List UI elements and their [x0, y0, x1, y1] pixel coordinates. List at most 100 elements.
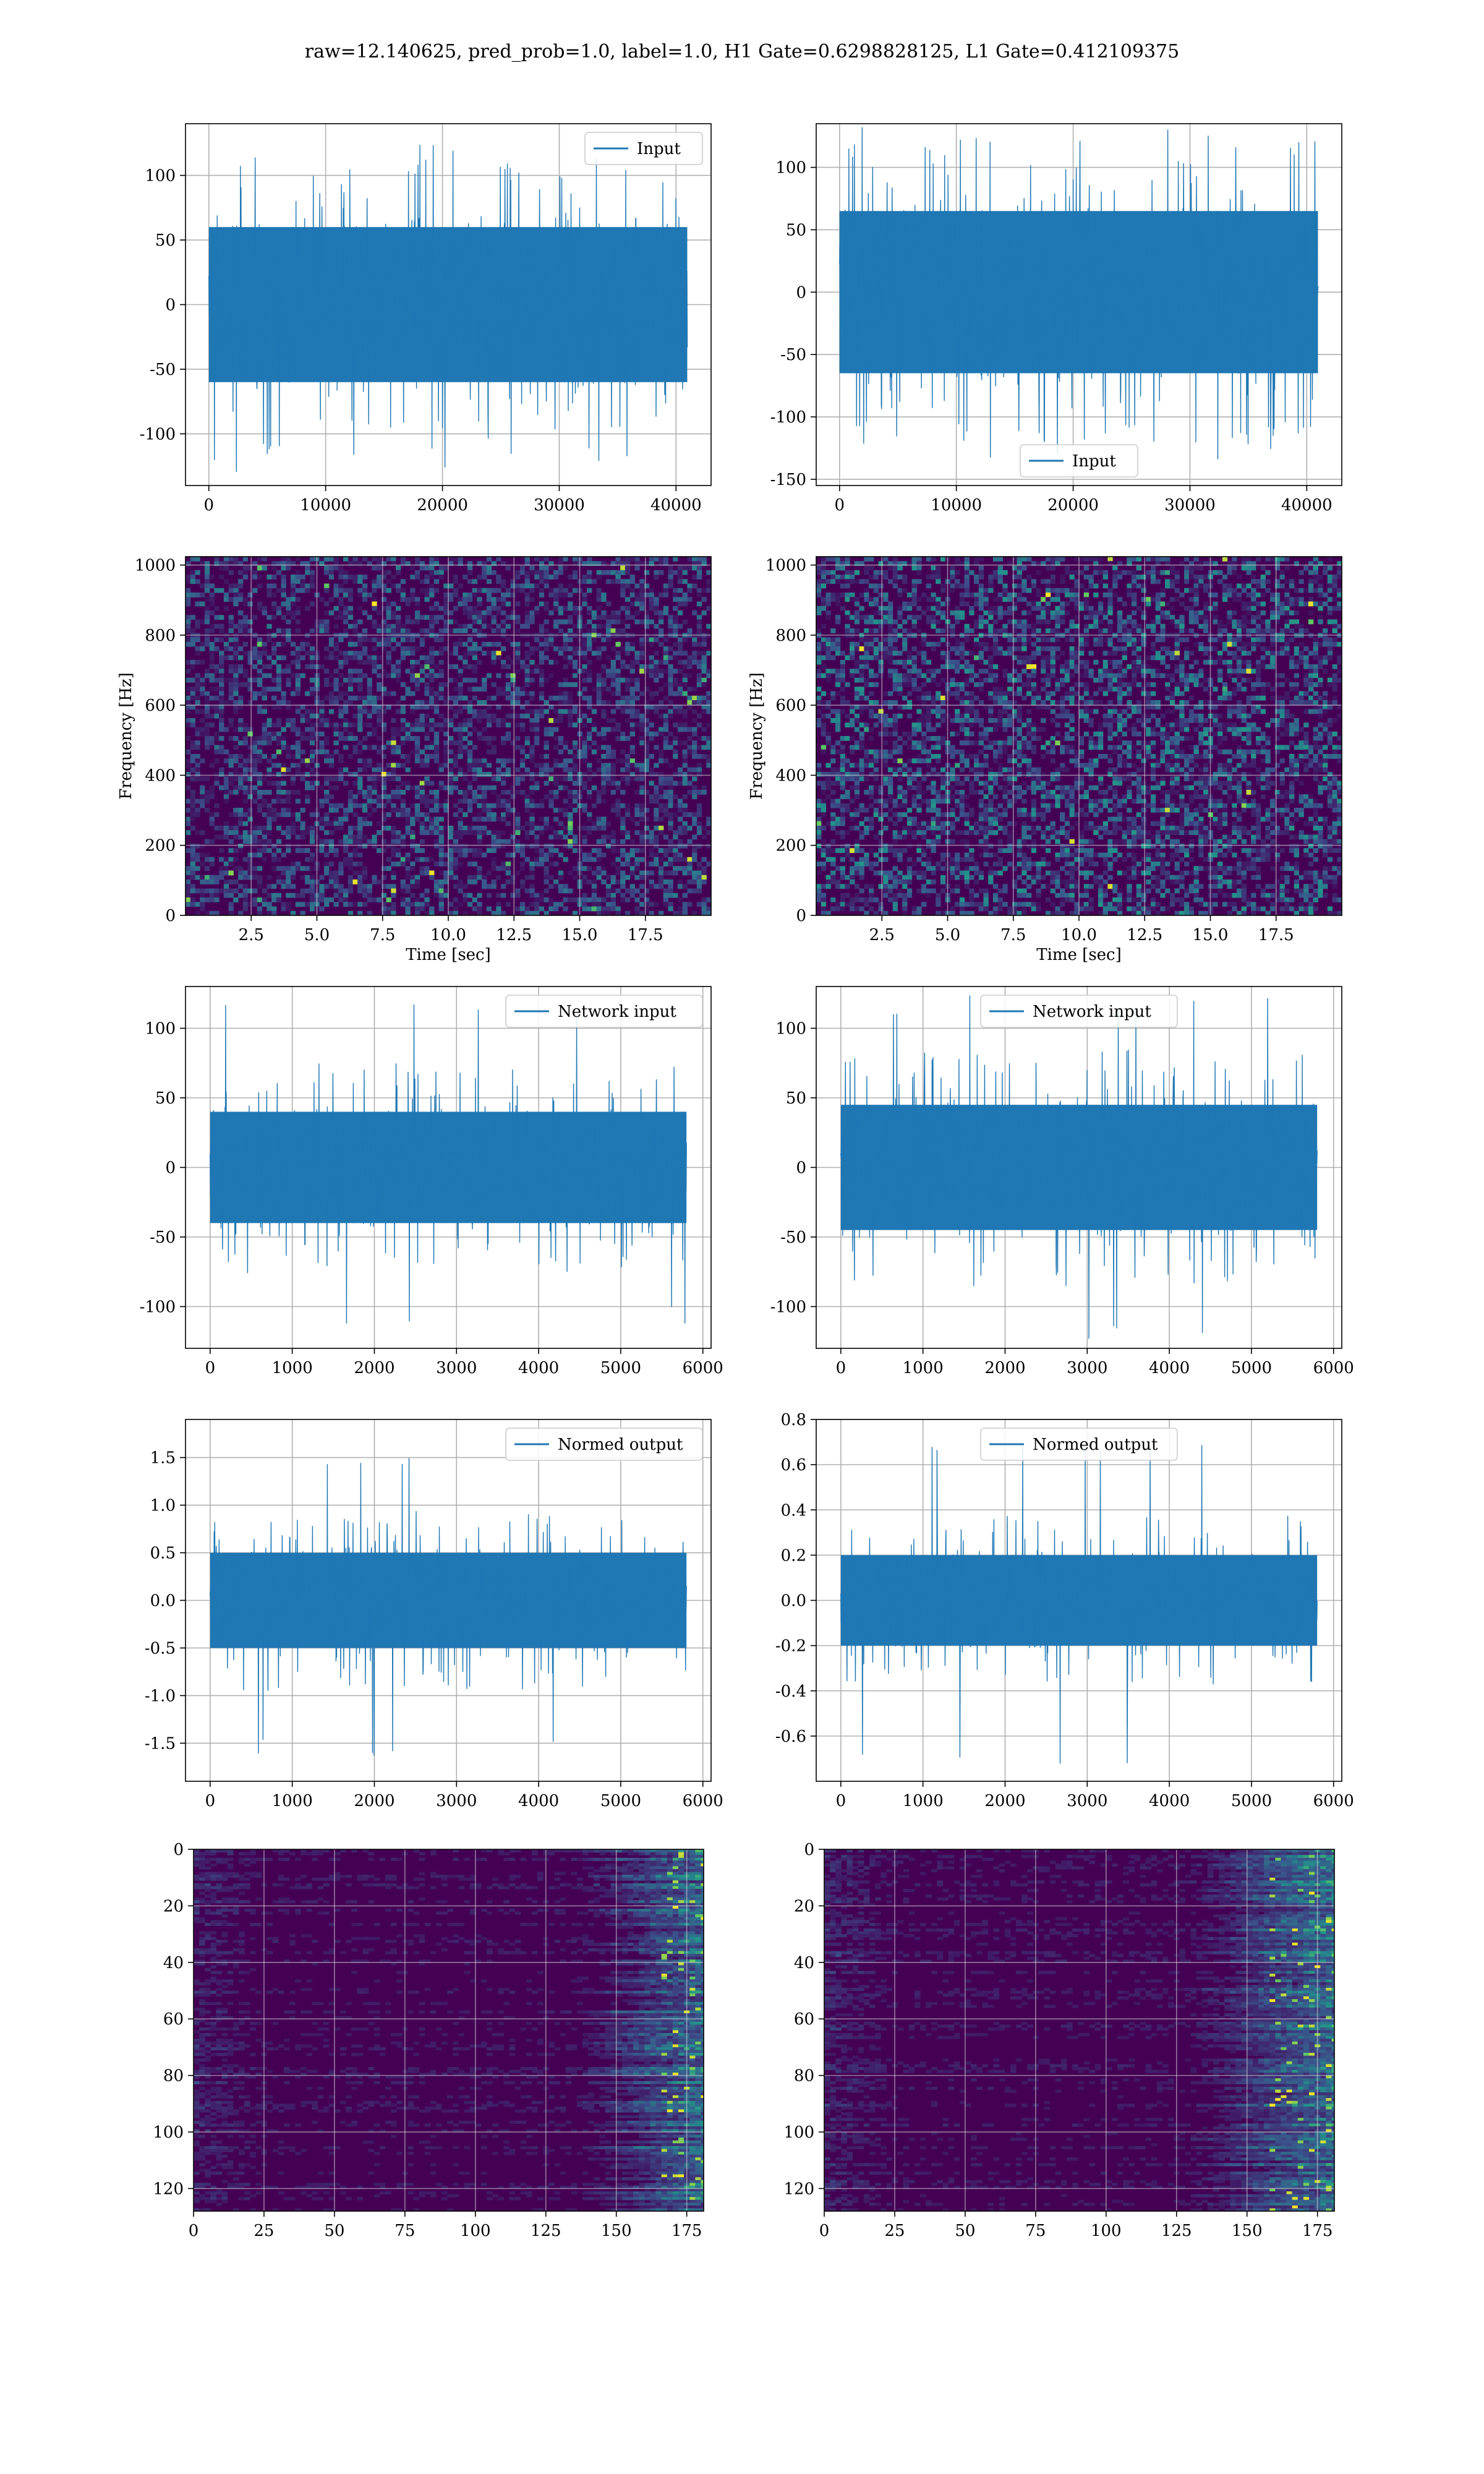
heatmap-cell — [610, 610, 616, 615]
heatmap-cell — [438, 767, 444, 773]
heatmap-cell — [615, 839, 621, 844]
heatmap-cell — [209, 601, 215, 607]
heatmap-cell — [419, 669, 425, 674]
heatmap-cell — [186, 687, 191, 692]
heatmap-cell — [524, 561, 530, 567]
heatmap-cell — [357, 659, 363, 665]
heatmap-cell — [214, 731, 220, 737]
heatmap-cell — [324, 758, 330, 764]
heatmap-cell — [214, 713, 220, 719]
heatmap-cell — [668, 687, 673, 692]
heatmap-cell — [386, 628, 391, 633]
heatmap-cell — [625, 664, 631, 669]
heatmap-cell — [200, 880, 205, 884]
heatmap-cell — [214, 677, 220, 683]
x-tick-label: 20000 — [417, 496, 468, 515]
heatmap-cell — [204, 790, 210, 795]
heatmap-cell — [558, 776, 564, 782]
heatmap-cell — [328, 758, 335, 764]
heatmap-cell — [582, 597, 587, 602]
heatmap-cell — [267, 906, 272, 912]
heatmap-cell — [319, 875, 325, 880]
heatmap-cell — [544, 772, 549, 777]
heatmap-cell — [438, 785, 444, 790]
heatmap-cell — [219, 673, 224, 678]
heatmap-cell — [271, 892, 277, 898]
heatmap-cell — [539, 857, 545, 862]
heatmap-cell — [352, 628, 358, 633]
heatmap-cell — [433, 754, 440, 759]
heatmap-cell — [281, 880, 286, 884]
heatmap-cell — [381, 722, 387, 728]
heatmap-cell — [825, 785, 831, 790]
heatmap-cell — [563, 641, 568, 647]
heatmap-cell — [400, 839, 406, 844]
heatmap-cell — [696, 575, 702, 580]
heatmap-cell — [663, 902, 669, 907]
y-tick-label: 800 — [145, 627, 176, 645]
heatmap-cell — [644, 826, 650, 831]
heatmap-cell — [634, 803, 640, 808]
heatmap-cell — [654, 745, 659, 750]
heatmap-cell — [291, 575, 296, 580]
legend: Input — [584, 132, 703, 165]
heatmap-cell — [539, 862, 545, 867]
heatmap-cell — [400, 646, 406, 651]
heatmap-cell — [228, 880, 234, 884]
heatmap-cell — [463, 910, 468, 915]
heatmap-cell — [396, 641, 401, 647]
heatmap-cell — [615, 641, 621, 647]
heatmap-cell — [438, 880, 444, 884]
heatmap-cell — [682, 713, 688, 719]
heatmap-cell — [558, 884, 564, 889]
heatmap-cell — [381, 848, 387, 854]
heatmap-cell — [572, 754, 578, 759]
heatmap-cell — [405, 781, 411, 786]
heatmap-cell — [467, 754, 473, 759]
heatmap-cell — [424, 593, 430, 597]
heatmap-cell — [238, 812, 244, 818]
heatmap-cell — [610, 619, 616, 625]
heatmap-cell — [410, 722, 416, 728]
heatmap-cell — [291, 691, 296, 696]
heatmap-cell — [859, 615, 864, 620]
heatmap-cell — [548, 848, 554, 854]
heatmap-cell — [276, 812, 282, 818]
heatmap-cell — [190, 704, 196, 710]
heatmap-cell — [233, 834, 239, 840]
heatmap-cell — [214, 892, 220, 898]
heatmap-cell — [214, 704, 220, 710]
heatmap-cell — [816, 583, 822, 589]
heatmap-cell — [606, 892, 612, 898]
heatmap-cell — [835, 561, 841, 567]
heatmap-cell — [544, 763, 549, 768]
heatmap-cell — [515, 700, 521, 705]
heatmap-cell — [352, 704, 358, 710]
heatmap-cell — [386, 615, 391, 620]
heatmap-cell — [572, 794, 578, 800]
heatmap-cell — [410, 709, 416, 714]
heatmap-cell — [214, 736, 220, 741]
heatmap-cell — [242, 565, 249, 571]
heatmap-cell — [472, 669, 477, 674]
heatmap-cell — [644, 862, 650, 867]
heatmap-cell — [610, 646, 616, 651]
heatmap-cell — [291, 830, 296, 836]
heatmap-cell — [601, 763, 607, 768]
heatmap-cell — [859, 655, 864, 661]
heatmap-cell — [195, 579, 200, 584]
heatmap-cell — [591, 884, 597, 889]
heatmap-cell — [649, 772, 654, 777]
heatmap-cell — [845, 682, 850, 687]
heatmap-cell — [582, 646, 587, 651]
heatmap-cell — [242, 570, 249, 575]
heatmap-cell — [463, 745, 468, 750]
heatmap-cell — [257, 583, 263, 589]
heatmap-cell — [305, 570, 310, 575]
heatmap-cell — [845, 615, 850, 620]
heatmap-cell — [687, 839, 693, 844]
heatmap-cell — [601, 615, 607, 620]
heatmap-cell — [396, 623, 401, 629]
heatmap-cell — [601, 897, 607, 902]
heatmap-cell — [281, 763, 286, 768]
